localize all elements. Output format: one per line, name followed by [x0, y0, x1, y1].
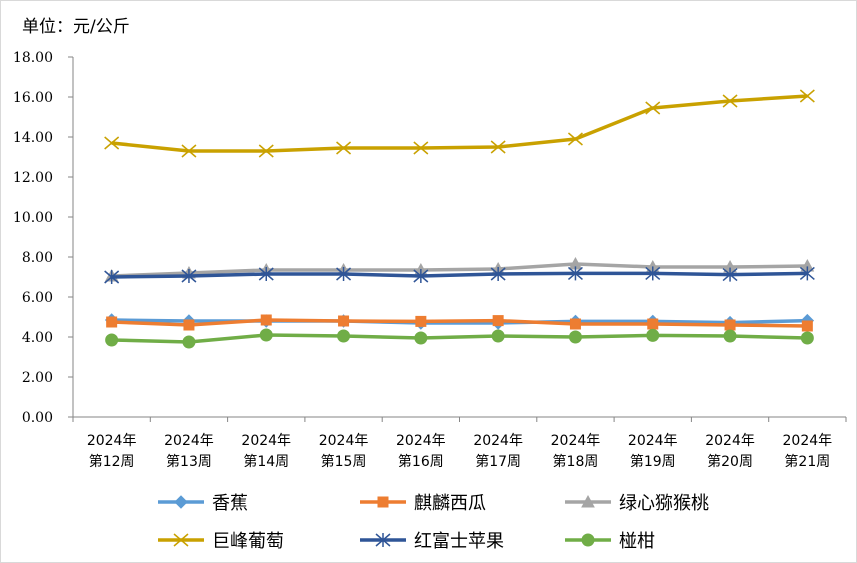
series-line	[111, 271, 808, 279]
data-point	[722, 267, 738, 282]
data-point	[183, 319, 195, 331]
data-point	[415, 315, 427, 327]
series-line	[111, 333, 808, 344]
data-point	[491, 329, 505, 343]
series-line	[111, 262, 808, 278]
data-point	[259, 328, 273, 342]
data-point	[260, 314, 272, 326]
data-point	[258, 144, 274, 158]
series-line	[111, 94, 808, 153]
data-point	[413, 269, 429, 283]
legend-label: 绿心猕猴桃	[619, 493, 709, 514]
legend-item: 红富士苹果	[360, 531, 504, 552]
x-tick-label: 2024年第21周	[783, 433, 833, 470]
series-line	[111, 318, 808, 328]
y-tick-label: 6.00	[22, 290, 53, 306]
data-point	[801, 320, 813, 332]
y-tick-label: 4.00	[22, 330, 53, 346]
x-tick-label: 2024年第18周	[551, 433, 601, 470]
legend-item: 麒麟西瓜	[360, 493, 486, 514]
data-point	[337, 329, 351, 343]
data-point	[490, 267, 506, 281]
data-point	[567, 132, 583, 146]
data-point	[338, 315, 350, 327]
data-point	[336, 141, 352, 155]
legend-label: 麒麟西瓜	[414, 493, 486, 514]
y-tick-label: 12.00	[13, 170, 53, 186]
data-point	[336, 267, 352, 281]
data-point	[173, 533, 189, 547]
data-point	[800, 331, 814, 345]
legend-item: 绿心猕猴桃	[565, 493, 709, 514]
legend-item: 香蕉	[158, 493, 248, 514]
data-point	[492, 315, 504, 327]
y-unit-label: 单位：元/公斤	[22, 17, 130, 37]
data-point	[581, 533, 595, 547]
data-point	[799, 89, 815, 103]
data-point	[645, 266, 661, 281]
data-point	[377, 496, 389, 508]
data-point	[104, 270, 120, 284]
data-point	[722, 94, 738, 108]
data-point	[647, 318, 659, 330]
data-point	[413, 141, 429, 155]
y-tick-label: 8.00	[22, 250, 53, 266]
legend-item: 椪柑	[565, 531, 655, 552]
y-tick-label: 0.00	[22, 410, 53, 426]
data-point	[490, 140, 506, 154]
y-tick-label: 10.00	[13, 210, 53, 226]
data-point	[646, 328, 660, 342]
data-point	[568, 330, 582, 344]
legend-label: 红富士苹果	[414, 531, 504, 552]
x-tick-label: 2024年第15周	[319, 433, 369, 470]
data-point	[414, 331, 428, 345]
x-tick-label: 2024年第19周	[628, 433, 678, 470]
data-point	[799, 266, 815, 281]
data-point	[723, 329, 737, 343]
data-point	[724, 319, 736, 331]
data-point	[569, 318, 581, 330]
x-tick-label: 2024年第12周	[87, 433, 137, 470]
data-point	[258, 267, 274, 281]
data-point	[182, 335, 196, 349]
data-point	[645, 101, 661, 115]
x-tick-label: 2024年第17周	[473, 433, 523, 470]
data-point	[181, 269, 197, 283]
legend-label: 香蕉	[212, 493, 248, 514]
y-tick-label: 14.00	[13, 130, 53, 146]
x-tick-label: 2024年第13周	[164, 433, 214, 470]
y-tick-label: 18.00	[13, 50, 53, 66]
data-point	[181, 144, 197, 158]
y-tick-label: 2.00	[22, 370, 53, 386]
legend-label: 椪柑	[619, 531, 655, 552]
data-point	[567, 266, 583, 281]
x-tick-label: 2024年第16周	[396, 433, 446, 470]
legend-label: 巨峰葡萄	[212, 531, 284, 552]
data-point	[104, 136, 120, 150]
x-tick-label: 2024年第14周	[241, 433, 291, 470]
data-point	[105, 333, 119, 347]
data-point	[174, 495, 188, 509]
legend-item: 巨峰葡萄	[158, 531, 284, 552]
data-point	[375, 533, 391, 547]
x-tick-label: 2024年第20周	[705, 433, 755, 470]
data-point	[106, 316, 118, 328]
y-tick-label: 16.00	[13, 90, 53, 106]
data-point	[581, 494, 595, 508]
